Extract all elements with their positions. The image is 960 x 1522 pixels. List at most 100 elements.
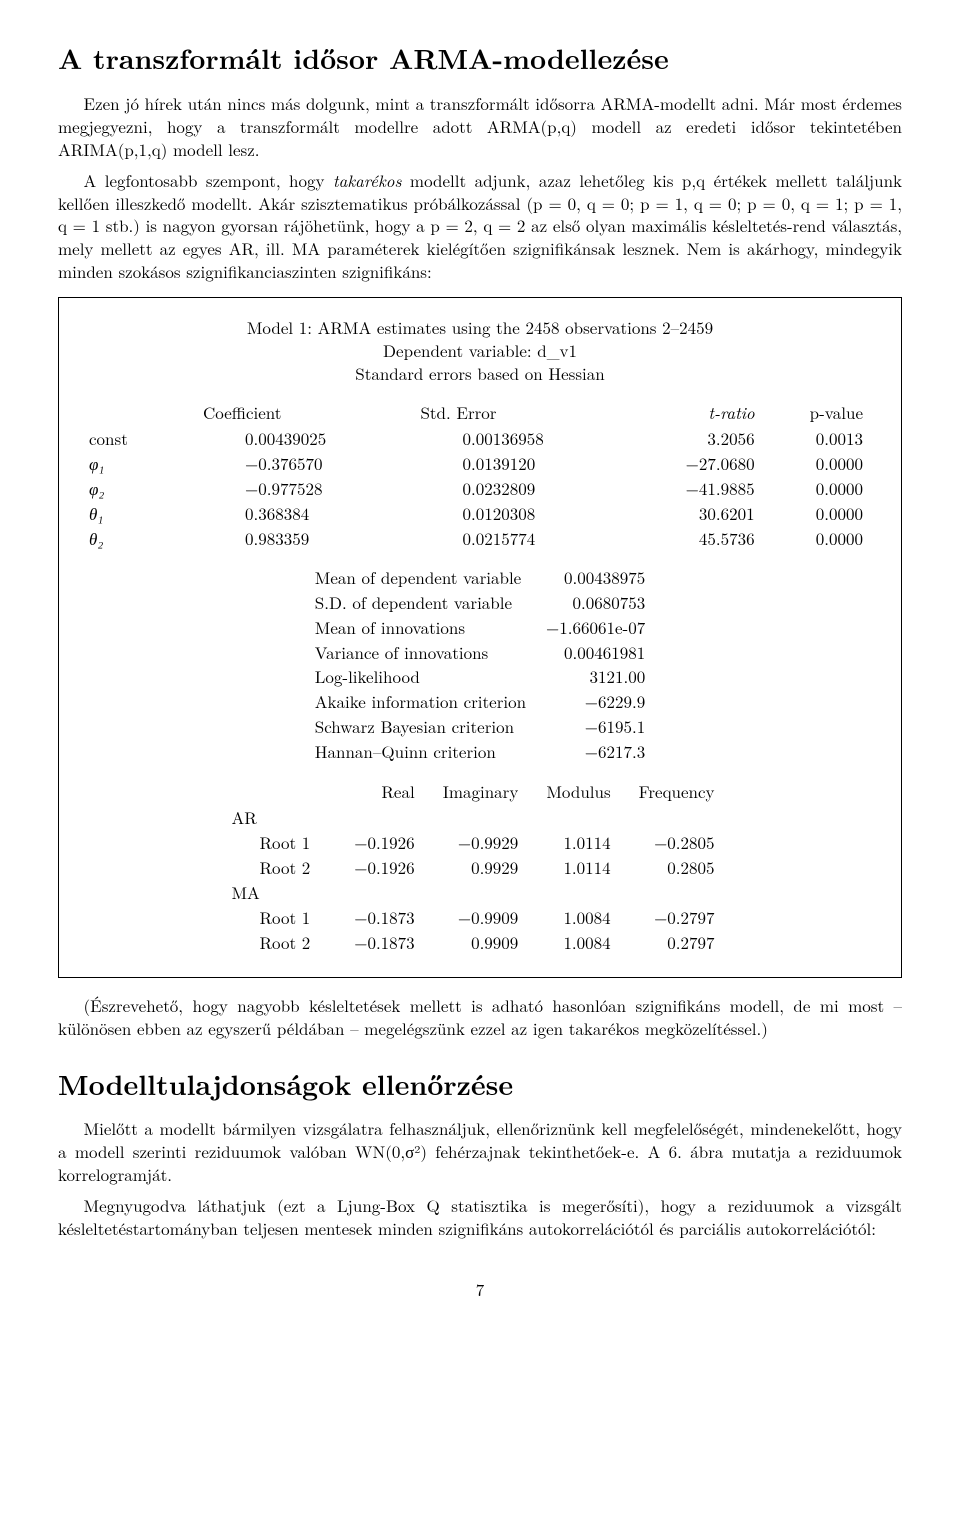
table-row: Root 2 −0.1873 0.9909 1.0084 0.2797 [231,930,728,955]
paragraph-1: Ezen jó hírek után nincs más dolgunk, mi… [58,92,902,161]
root-real: −0.1873 [340,905,428,930]
table-row: const 0.00439025 0.00136958 3.2056 0.001… [89,426,871,451]
stat-label: S.D. of dependent variable [305,590,536,615]
table-row: θ₁ 0.368384 0.0120308 30.6201 0.0000 [89,501,871,526]
stat-val: 0.00438975 [536,565,655,590]
roots-table: Real Imaginary Modulus Frequency AR Root… [231,778,728,955]
p-val: 0.0000 [763,451,871,476]
page-number: 7 [58,1278,902,1301]
param-name: θ₁ [89,501,195,526]
root-imag: 0.9909 [429,930,533,955]
se-val: 0.0139120 [412,451,629,476]
model-output-box: Model 1: ARMA estimates using the 2458 o… [58,297,902,978]
stat-label: Akaike information criterion [305,689,536,714]
root-imag: 0.9929 [429,855,533,880]
roots-h-freq: Frequency [625,778,729,805]
stat-val: 0.00461981 [536,640,655,665]
table-row: Schwarz Bayesian criterion−6195.1 [305,714,655,739]
root-n: Root 2 [259,930,340,955]
paragraph-2: A legfontosabb szempont, hogy takarékos … [58,169,902,284]
stat-val: −6217.3 [536,739,655,764]
stat-label: Mean of innovations [305,615,536,640]
roots-h-mod: Modulus [532,778,624,805]
table-row: Root 1 −0.1926 −0.9929 1.0114 −0.2805 [231,830,728,855]
section-title-2: Modelltulajdonságok ellenőrzése [58,1066,902,1104]
roots-group-ar: AR [231,805,728,830]
se-val: 0.00136958 [412,426,629,451]
stat-label: Log-likelihood [305,664,536,689]
roots-header-row: Real Imaginary Modulus Frequency [231,778,728,805]
table-row: Root 1 −0.1873 −0.9909 1.0084 −0.2797 [231,905,728,930]
coef-val: −0.977528 [195,476,412,501]
coef-val: 0.00439025 [195,426,412,451]
root-real: −0.1926 [340,830,428,855]
stat-label: Schwarz Bayesian criterion [305,714,536,739]
table-row: Log-likelihood3121.00 [305,664,655,689]
coef-h2: Std. Error [412,399,629,426]
coef-val: −0.376570 [195,451,412,476]
roots-group-ma: MA [231,880,728,905]
table-row: θ₂ 0.983359 0.0215774 45.5736 0.0000 [89,526,871,551]
root-imag: −0.9929 [429,830,533,855]
t-val: −41.9885 [630,476,763,501]
root-mod: 1.0114 [532,855,624,880]
coef-val: 0.983359 [195,526,412,551]
coef-header-row: Coefficient Std. Error t-ratio p-value [89,399,871,426]
para2-a: A legfontosabb szempont, hogy [84,168,333,192]
param-name: θ₂ [89,526,195,551]
root-freq: 0.2805 [625,855,729,880]
table-row: Variance of innovations0.00461981 [305,640,655,665]
roots-group-label: MA [231,880,728,905]
stat-val: −6195.1 [536,714,655,739]
roots-group-label: AR [231,805,728,830]
paragraph-4: Mielőtt a modellt bármilyen vizsgálatra … [58,1117,902,1186]
t-val: −27.0680 [630,451,763,476]
table-row: Mean of dependent variable0.00438975 [305,565,655,590]
stat-val: 0.0680753 [536,590,655,615]
table-row: Root 2 −0.1926 0.9929 1.0114 0.2805 [231,855,728,880]
root-imag: −0.9909 [429,905,533,930]
t-val: 30.6201 [630,501,763,526]
root-n: Root 2 [259,855,340,880]
table-row: Mean of innovations−1.66061e-07 [305,615,655,640]
root-freq: −0.2805 [625,830,729,855]
stat-val: 3121.00 [536,664,655,689]
root-real: −0.1873 [340,930,428,955]
stat-val: −6229.9 [536,689,655,714]
coef-h4: p-value [763,399,871,426]
root-n: Root 1 [259,830,340,855]
root-mod: 1.0114 [532,830,624,855]
root-mod: 1.0084 [532,905,624,930]
coefficient-table: Coefficient Std. Error t-ratio p-value c… [89,399,871,551]
param-name: φ₂ [89,476,195,501]
stat-val: −1.66061e-07 [536,615,655,640]
stat-label: Mean of dependent variable [305,565,536,590]
model-header-1: Model 1: ARMA estimates using the 2458 o… [89,316,871,339]
paragraph-3: (Észrevehető, hogy nagyobb késleltetések… [58,994,902,1040]
param-name: φ₁ [89,451,195,476]
table-row: S.D. of dependent variable0.0680753 [305,590,655,615]
table-row: Hannan–Quinn criterion−6217.3 [305,739,655,764]
para2-italic: takarékos [333,168,401,192]
p-val: 0.0000 [763,501,871,526]
root-n: Root 1 [259,905,340,930]
table-row: Akaike information criterion−6229.9 [305,689,655,714]
t-val: 45.5736 [630,526,763,551]
model-header-2: Dependent variable: d_v1 [89,339,871,362]
t-val: 3.2056 [630,426,763,451]
param-name: const [89,426,195,451]
stats-table: Mean of dependent variable0.00438975 S.D… [305,565,655,765]
stat-label: Hannan–Quinn criterion [305,739,536,764]
paragraph-5: Megnyugodva láthatjuk (ezt a Ljung-Box Q… [58,1194,902,1240]
se-val: 0.0232809 [412,476,629,501]
coef-val: 0.368384 [195,501,412,526]
coef-h3: t-ratio [630,399,763,426]
p-val: 0.0013 [763,426,871,451]
section-title-1: A transzformált idősor ARMA-modellezése [58,40,902,78]
root-real: −0.1926 [340,855,428,880]
root-freq: −0.2797 [625,905,729,930]
model-header-3: Standard errors based on Hessian [89,362,871,385]
root-mod: 1.0084 [532,930,624,955]
table-row: φ₁ −0.376570 0.0139120 −27.0680 0.0000 [89,451,871,476]
root-freq: 0.2797 [625,930,729,955]
